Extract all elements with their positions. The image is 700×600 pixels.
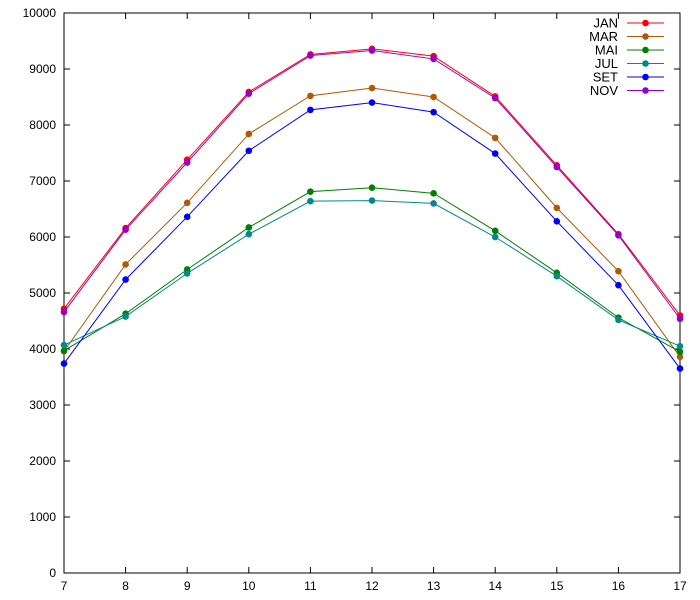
data-point-jul [122,313,129,320]
y-tick-label: 0 [49,566,56,580]
legend-label-jan: JAN [593,16,618,31]
y-tick-label: 3000 [29,398,56,412]
data-point-nov [553,163,561,171]
data-point-set [122,276,129,283]
y-tick-label: 10000 [23,6,57,20]
legend-marker-set [642,73,649,81]
data-point-jul [60,341,68,349]
data-point-mar [307,92,314,100]
y-tick-label: 7000 [29,174,56,188]
plot-frame [63,12,681,574]
data-point-mar [183,199,191,207]
data-point-mai [368,184,376,192]
x-tick-label: 9 [184,579,191,593]
legend-marker-mai [642,46,649,54]
legend-marker-jan [642,19,649,27]
data-point-jul [183,270,191,277]
data-point-mar [553,204,561,212]
data-point-jul [676,342,684,350]
data-point-nov [122,226,129,234]
data-point-mar [122,261,129,268]
data-point-mai [491,227,499,235]
legend-marker-nov [642,87,649,94]
x-tick-label: 12 [365,579,379,593]
data-point-nov [491,94,499,102]
x-tick-label: 7 [61,579,68,593]
data-point-mar [491,134,499,142]
series-layer [60,45,684,372]
x-tick-label: 13 [427,579,441,593]
series-mai [60,184,684,356]
data-point-mai [307,188,314,195]
legend-label-nov: NOV [590,83,619,98]
data-point-jul [307,197,314,205]
x-tick-label: 17 [673,579,687,593]
axes: 7 8 9 10 11 12 13 14 15 16 17 0 1000 2000 3000 4000 5000… [23,6,687,593]
y-tick-label: 2000 [29,454,56,468]
series-line-jul [63,200,681,347]
series-line-mai [63,187,681,353]
data-point-set [368,99,376,106]
y-tick-label: 6000 [29,230,56,244]
data-point-mai [430,190,437,197]
x-tick-label: 16 [612,579,626,593]
data-point-set [60,360,68,367]
x-tick-label: 8 [122,579,129,593]
y-tick-label: 8000 [29,118,56,132]
data-point-mai [60,347,68,354]
data-point-mar [368,84,376,92]
x-tick-label: 15 [550,579,564,593]
data-point-mar [430,93,437,101]
data-point-jul [491,233,499,241]
series-line-set [63,102,681,369]
data-point-set [183,213,191,221]
data-point-mai [245,224,253,231]
data-point-nov [615,232,622,239]
series-nov [60,47,684,323]
legend-label-jul: JUL [595,56,618,71]
y-tick-label: 1000 [29,510,56,524]
series-jul [60,197,684,350]
data-point-mar [615,267,622,275]
data-point-set [491,150,499,157]
x-tick-label: 11 [304,579,317,593]
y-tick-label: 4000 [29,342,56,356]
data-point-set [245,147,253,155]
y-tick-label: 5000 [29,286,56,300]
data-point-nov [245,90,253,97]
data-point-nov [368,47,376,54]
x-tick-label: 14 [489,579,503,593]
data-point-set [307,106,314,114]
data-point-mar [676,353,684,361]
series-line-mar [63,87,681,358]
legend-marker-mar [642,33,649,40]
data-point-nov [676,315,684,323]
legend-label-set: SET [593,70,618,85]
y-tick-label: 9000 [29,62,56,76]
data-point-nov [183,159,191,166]
data-point-set [615,281,622,289]
legend-label-mar: MAR [589,29,618,44]
data-point-jul [430,200,437,207]
data-point-nov [430,55,437,63]
series-set [60,99,684,372]
data-point-jul [368,197,376,204]
data-point-mai [676,348,684,356]
legend-marker-jul [642,60,649,67]
data-point-jul [245,230,253,238]
data-point-set [553,218,561,225]
data-point-nov [60,308,68,316]
legend-label-mai: MAI [595,43,618,58]
data-point-set [430,108,437,116]
data-point-mar [245,130,253,138]
data-point-set [676,365,684,372]
series-mar [60,84,684,361]
data-point-jul [615,316,622,324]
x-tick-label: 10 [242,579,256,593]
data-point-nov [307,52,314,59]
data-point-jul [553,272,561,280]
